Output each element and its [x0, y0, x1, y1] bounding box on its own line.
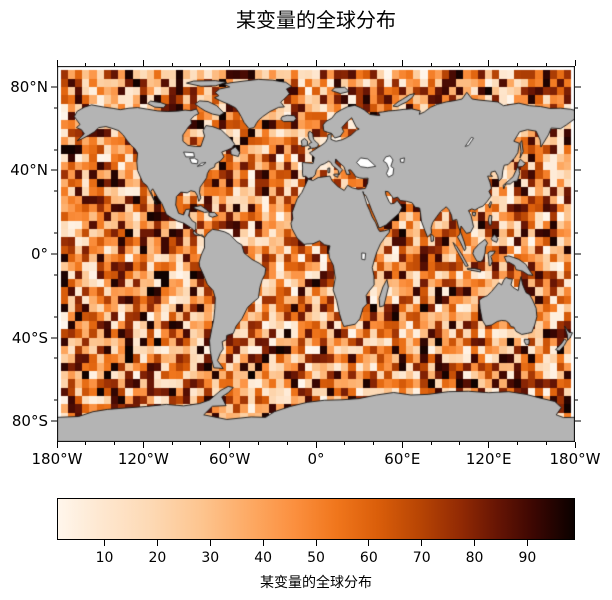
x-major-tick: [488, 442, 490, 448]
lon-tick-label: 180°W: [549, 450, 601, 468]
x-minor-tick: [286, 442, 288, 445]
lat-tick-label: 80°N: [10, 77, 48, 96]
y-minor-tick-right: [574, 232, 578, 234]
y-minor-tick: [53, 107, 57, 109]
lon-tick-label: 0°: [307, 450, 325, 468]
x-minor-tick: [200, 442, 202, 445]
lat-tick-label: 0°: [30, 245, 48, 263]
x-major-tick-top: [56, 60, 58, 66]
y-major-tick-right: [574, 337, 581, 339]
x-minor-tick-top: [286, 63, 288, 66]
y-minor-tick-right: [574, 190, 578, 192]
x-minor-tick-top: [516, 63, 518, 66]
x-minor-tick: [85, 442, 87, 445]
colorbar-tick-label: 60: [359, 550, 378, 566]
colorbar-tick: [526, 540, 528, 546]
y-minor-tick-right: [574, 316, 578, 318]
chart-title: 某变量的全球分布: [236, 8, 396, 32]
lon-tick-label: 60°W: [208, 450, 251, 468]
x-minor-tick: [373, 442, 375, 445]
lat-tick-label: 80°S: [11, 412, 48, 431]
y-major-tick-right: [574, 420, 581, 422]
x-major-tick-top: [229, 60, 231, 66]
colorbar-tick: [368, 540, 370, 546]
x-minor-tick-top: [344, 63, 346, 66]
x-major-tick-top: [574, 60, 576, 66]
lat-tick-label: 40°N: [10, 161, 48, 180]
x-minor-tick: [257, 442, 259, 445]
y-minor-tick: [53, 149, 57, 151]
x-major-tick: [142, 442, 144, 448]
x-major-tick-top: [142, 60, 144, 66]
colorbar-tick: [421, 540, 423, 546]
x-minor-tick-top: [200, 63, 202, 66]
x-major-tick: [574, 442, 576, 448]
colorbar-label: 某变量的全球分布: [260, 575, 372, 591]
lon-tick-label: 120°E: [465, 450, 512, 468]
colorbar-tick: [209, 540, 211, 546]
colorbar-tick-label: 50: [307, 550, 325, 566]
x-minor-tick: [114, 442, 116, 445]
y-minor-tick-right: [574, 274, 578, 276]
colorbar-gradient: [57, 498, 575, 540]
x-major-tick-top: [488, 60, 490, 66]
x-minor-tick-top: [459, 63, 461, 66]
colorbar-tick: [104, 540, 106, 546]
colorbar-tick-label: 10: [95, 550, 114, 566]
colorbar-tick-label: 40: [254, 550, 273, 566]
lon-tick-label: 120°W: [117, 450, 169, 468]
x-minor-tick: [459, 442, 461, 445]
y-major-tick-right: [574, 169, 581, 171]
colorbar-tick-label: 70: [412, 550, 431, 566]
colorbar-tick: [156, 540, 158, 546]
y-minor-tick: [53, 274, 57, 276]
y-minor-tick-right: [574, 107, 578, 109]
colorbar-tick-label: 90: [518, 550, 537, 566]
y-minor-tick: [53, 399, 57, 401]
world-heatmap-canvas: [57, 66, 575, 442]
x-minor-tick-top: [114, 63, 116, 66]
y-minor-tick-right: [574, 399, 578, 401]
y-major-tick: [50, 86, 57, 88]
colorbar-tick-label: 80: [465, 550, 484, 566]
x-minor-tick-top: [430, 63, 432, 66]
x-minor-tick: [344, 442, 346, 445]
x-minor-tick-top: [171, 63, 173, 66]
x-minor-tick-top: [257, 63, 259, 66]
x-minor-tick: [545, 442, 547, 445]
lat-tick-label: 40°S: [11, 328, 48, 347]
y-minor-tick-right: [574, 149, 578, 151]
x-minor-tick-top: [85, 63, 87, 66]
x-major-tick: [401, 442, 403, 448]
colorbar-tick-label: 30: [201, 550, 220, 566]
x-minor-tick: [430, 442, 432, 445]
colorbar-tick: [474, 540, 476, 546]
x-major-tick-top: [401, 60, 403, 66]
y-major-tick: [50, 253, 57, 255]
y-minor-tick: [53, 232, 57, 234]
y-minor-tick-right: [574, 357, 578, 359]
y-minor-tick: [53, 357, 57, 359]
colorbar-tick: [315, 540, 317, 546]
y-minor-tick: [53, 316, 57, 318]
x-minor-tick-top: [373, 63, 375, 66]
x-major-tick: [229, 442, 231, 448]
x-major-tick: [56, 442, 58, 448]
y-minor-tick: [53, 190, 57, 192]
colorbar-tick: [262, 540, 264, 546]
lon-tick-label: 60°E: [384, 450, 421, 468]
y-major-tick-right: [574, 253, 581, 255]
x-minor-tick: [171, 442, 173, 445]
y-major-tick-right: [574, 86, 581, 88]
y-major-tick: [50, 420, 57, 422]
x-minor-tick: [516, 442, 518, 445]
colorbar-tick-label: 20: [148, 550, 167, 566]
y-major-tick: [50, 337, 57, 339]
x-major-tick-top: [315, 60, 317, 66]
x-minor-tick-top: [545, 63, 547, 66]
x-major-tick: [315, 442, 317, 448]
y-major-tick: [50, 169, 57, 171]
lon-tick-label: 180°W: [31, 450, 83, 468]
